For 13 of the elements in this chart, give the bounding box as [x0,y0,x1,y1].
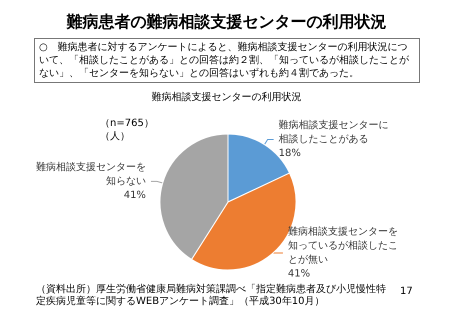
chart-title: 難病患者の難病相談支援センターの利用状況 [65,12,388,33]
data-label: 41% [288,268,310,280]
data-label: 41% [124,190,146,201]
text: 17 [400,286,413,298]
text: （人） [100,131,130,143]
chart-subtitle: ○ 難病患者に対するアンケートによると、難病相談支援センターの利用状況について、「相談したことがある」との回答は約２割、「知っているが相談したことがない」、「センターを知らない」との回答はいずれも約４割であった。 [34,38,420,83]
slice-label: 難病相談支援センターに相談したことがある [278,119,389,146]
slice-label: 難病相談支援センターを知っているが相談したことが無い [288,226,398,266]
text: 難病相談支援センターの利用状況 [150,92,302,104]
slice-label: 難病相談支援センターを知らない [36,160,146,187]
text: （資料出所）厚生労働省健康局難病対策課調べ「指定難病患者及び小児慢性特定疾病児童等に関するWEBアンケート調査」（平成30年10月） [36,284,386,308]
text: （n=765） [100,118,154,130]
data-label: 18% [278,148,301,160]
